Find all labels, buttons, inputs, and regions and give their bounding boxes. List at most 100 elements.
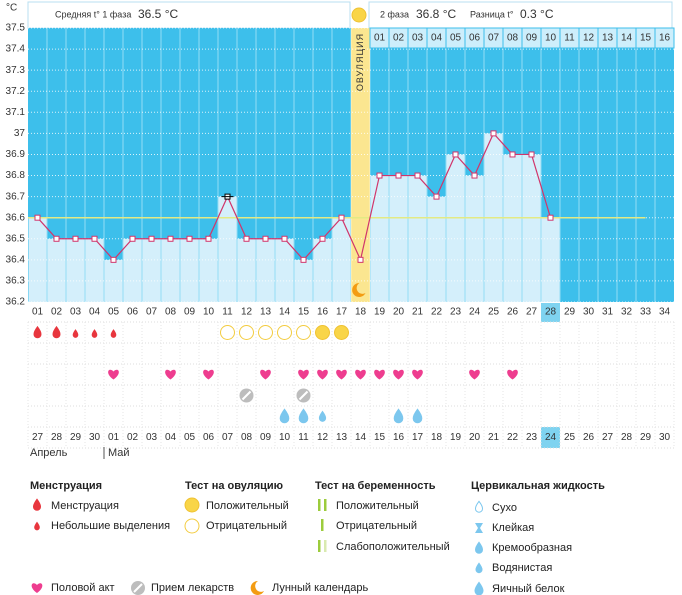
legend-title: Тест на овуляцию — [185, 480, 283, 492]
intercourse — [469, 369, 480, 380]
point — [72, 235, 79, 242]
luteal-day: 09 — [526, 33, 538, 44]
calendar-date: 13 — [336, 432, 348, 443]
x-tick-label: 17 — [336, 307, 348, 318]
legend-title: Цервикальная жидкость — [471, 480, 605, 492]
legend-item: Кремообразная — [492, 542, 572, 554]
luteal-day: 07 — [488, 33, 500, 44]
calendar-date: 09 — [260, 432, 272, 443]
x-tick-label: 25 — [488, 307, 500, 318]
menstruation-light — [72, 329, 79, 338]
ovulation-negative — [258, 325, 273, 340]
x-tick-label: 21 — [412, 307, 424, 318]
menstruation-light — [91, 329, 98, 338]
calendar-date: 30 — [89, 432, 101, 443]
legend-item: Водянистая — [492, 562, 552, 574]
calendar-date: 28 — [621, 432, 633, 443]
intercourse — [203, 369, 214, 380]
point — [509, 151, 516, 158]
calendar-date: 01 — [108, 432, 120, 443]
calendar-date: 23 — [526, 432, 538, 443]
y-tick-label: 37.3 — [6, 65, 26, 76]
intercourse — [298, 369, 309, 380]
x-tick-label: 04 — [89, 307, 101, 318]
month-label: Май — [108, 447, 130, 459]
x-tick-label: 07 — [146, 307, 158, 318]
luteal-day: 05 — [450, 33, 462, 44]
current-day-box — [541, 303, 560, 322]
calendar-date: 27 — [32, 432, 44, 443]
ovulation-label: ОВУЛЯЦИЯ — [355, 33, 365, 91]
x-tick-label: 27 — [526, 307, 538, 318]
bar — [313, 238, 332, 302]
bar — [218, 196, 237, 302]
point — [167, 235, 174, 242]
y-tick-label: 36.3 — [6, 276, 26, 287]
point — [91, 235, 98, 242]
x-tick-label: 13 — [260, 307, 272, 318]
x-tick-label: 06 — [127, 307, 139, 318]
calendar-date: 10 — [279, 432, 291, 443]
menstruation-heavy — [33, 325, 42, 339]
point — [414, 172, 421, 179]
point — [433, 193, 440, 200]
calendar-date: 17 — [412, 432, 424, 443]
calendar-date: 25 — [564, 432, 576, 443]
y-tick-label: 37.4 — [6, 44, 26, 55]
y-tick-label: 36.9 — [6, 149, 26, 160]
y-tick-label: 37.1 — [6, 107, 26, 118]
y-tick-label: 36.6 — [6, 212, 26, 223]
luteal-day: 06 — [469, 33, 481, 44]
bar — [294, 259, 313, 302]
luteal-day: 14 — [621, 33, 633, 44]
luteal-day: 02 — [393, 33, 405, 44]
bar — [66, 238, 85, 302]
bar — [465, 175, 484, 302]
bar — [237, 238, 256, 302]
y-tick-label: 37.5 — [6, 23, 26, 34]
calendar-date: 11 — [298, 432, 309, 443]
x-tick-label: 23 — [450, 307, 462, 318]
luteal-day: 13 — [602, 33, 614, 44]
header-box — [27, 1, 351, 29]
intercourse — [165, 369, 176, 380]
intercourse — [507, 369, 518, 380]
fluid-egg-white — [298, 408, 309, 424]
phase2-value: 36.8 °C — [416, 7, 456, 21]
ovulation-negative — [239, 325, 254, 340]
ovulation-negative — [277, 325, 292, 340]
calendar-date: 26 — [583, 432, 595, 443]
legend-icon — [34, 521, 40, 531]
phase1-label: Средняя t° 1 фаза — [55, 9, 131, 19]
x-tick-label: 26 — [507, 307, 519, 318]
x-tick-label: 20 — [393, 307, 405, 318]
point — [376, 172, 383, 179]
legend-icon — [32, 498, 42, 511]
fluid-egg-white — [393, 408, 404, 424]
legend-item: Половой акт — [51, 582, 115, 594]
calendar-date: 08 — [241, 432, 253, 443]
luteal-day: 01 — [374, 33, 386, 44]
x-tick-label: 29 — [564, 307, 576, 318]
x-tick-label: 30 — [583, 307, 595, 318]
fluid-egg-white — [412, 408, 423, 424]
bar — [522, 154, 541, 302]
intercourse — [374, 369, 385, 380]
bar — [104, 259, 123, 302]
legend-item: Прием лекарств — [151, 582, 234, 594]
bar — [47, 238, 66, 302]
legend-item: Отрицательный — [206, 520, 287, 532]
legend-title: Тест на беременность — [315, 480, 436, 492]
calendar-date: 15 — [374, 432, 386, 443]
x-tick-label: 18 — [355, 307, 367, 318]
y-tick-label: 36.5 — [6, 233, 26, 244]
x-tick-label: 28 — [545, 307, 557, 318]
point — [395, 172, 402, 179]
y-tick-label: 37.2 — [6, 86, 26, 97]
point — [129, 235, 136, 242]
legend-item: Отрицательный — [336, 520, 417, 532]
legend-icon — [474, 500, 484, 513]
y-tick-label: 36.8 — [6, 170, 26, 181]
legend-icon — [184, 518, 200, 534]
